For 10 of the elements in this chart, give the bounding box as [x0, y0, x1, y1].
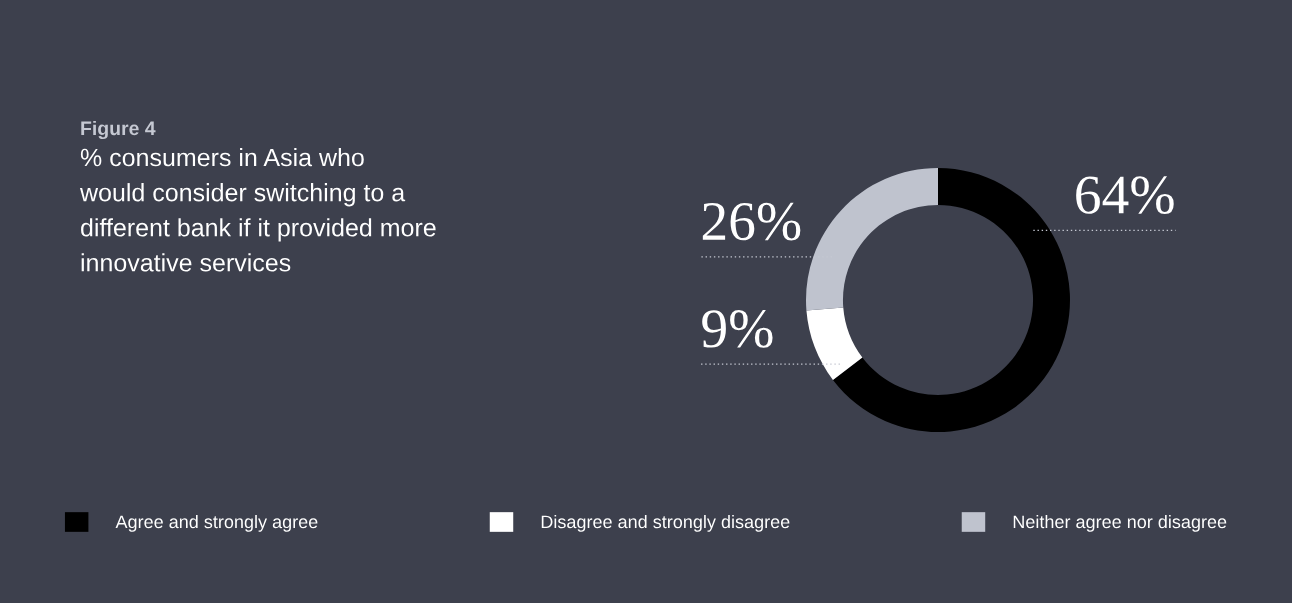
data-label: 9% [702, 310, 773, 348]
text: % consumers in Asia who would consider switching to a different bank if it provided more innovative services [79, 148, 436, 272]
legend-label: Disagree and strongly disagree [541, 514, 790, 532]
chart-title: Figure 4 [81, 120, 156, 140]
legend-label: Neither agree nor disagree [1013, 514, 1227, 532]
donut-slice [806, 307, 863, 380]
donut-slice [832, 168, 1070, 432]
data-label: 64% [1076, 176, 1174, 215]
legend-label: Agree and strongly agree [115, 514, 318, 532]
data-label: 26% [702, 202, 801, 241]
